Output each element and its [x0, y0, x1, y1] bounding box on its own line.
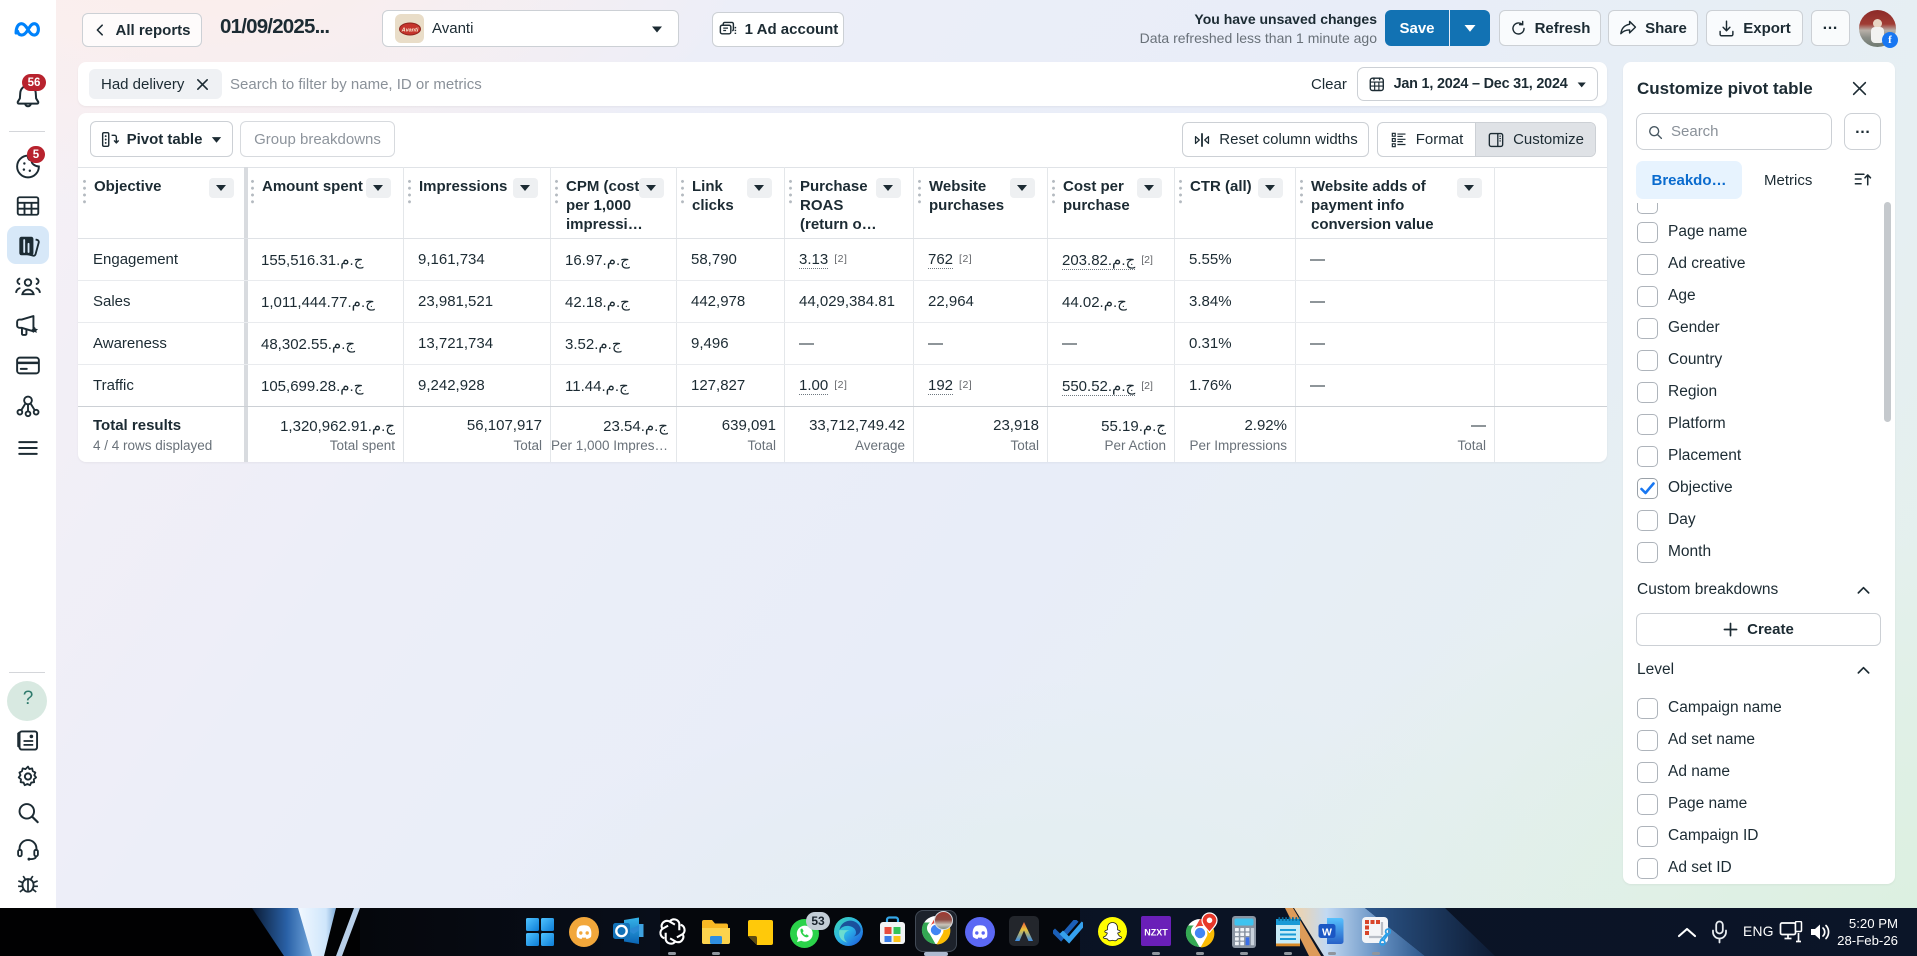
- svg-text:W: W: [1322, 927, 1332, 939]
- svg-text:Avanti: Avanti: [400, 27, 418, 33]
- svg-text:NZXT: NZXT: [1144, 928, 1168, 938]
